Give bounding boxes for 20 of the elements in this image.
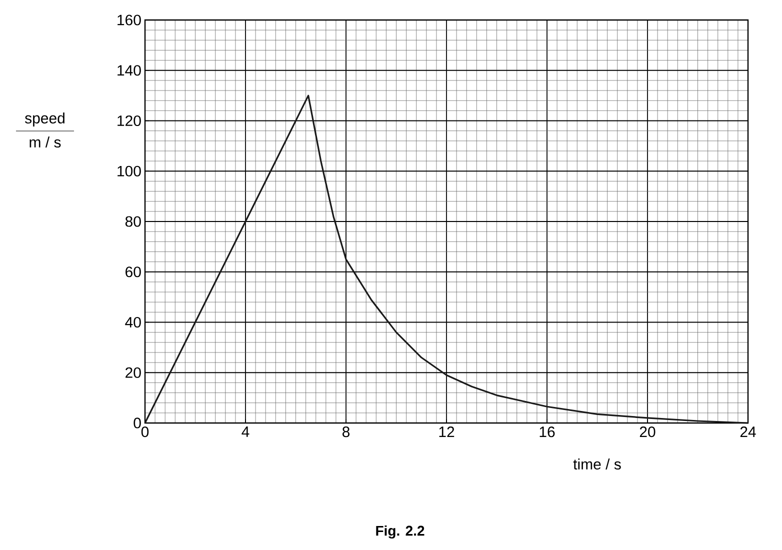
y-tick-label: 60 — [126, 266, 141, 278]
y-tick-label: 0 — [134, 418, 141, 428]
x-tick-label: 4 — [242, 426, 250, 437]
x-axis-title: time / s — [573, 458, 621, 470]
y-tick-label: 20 — [126, 367, 141, 378]
x-tick-label: 24 — [740, 426, 756, 438]
x-tick-label: 12 — [439, 426, 454, 438]
caption: Fig. 2.2 — [376, 525, 424, 539]
text: m / s — [30, 136, 61, 148]
x-tick-label: 16 — [540, 426, 555, 438]
x-tick-label: 0 — [141, 426, 149, 438]
y-tick-label: 160 — [118, 14, 141, 26]
y-tick-label: 140 — [118, 65, 141, 76]
y-tick-label: 120 — [118, 115, 141, 126]
x-tick-label: 20 — [640, 426, 656, 438]
y-tick-label: 80 — [125, 216, 141, 227]
x-tick-label: 8 — [342, 426, 350, 438]
y-axis-title: speed — [24, 112, 64, 126]
y-tick-label: 100 — [118, 166, 141, 176]
y-tick-label: 40 — [125, 316, 141, 328]
